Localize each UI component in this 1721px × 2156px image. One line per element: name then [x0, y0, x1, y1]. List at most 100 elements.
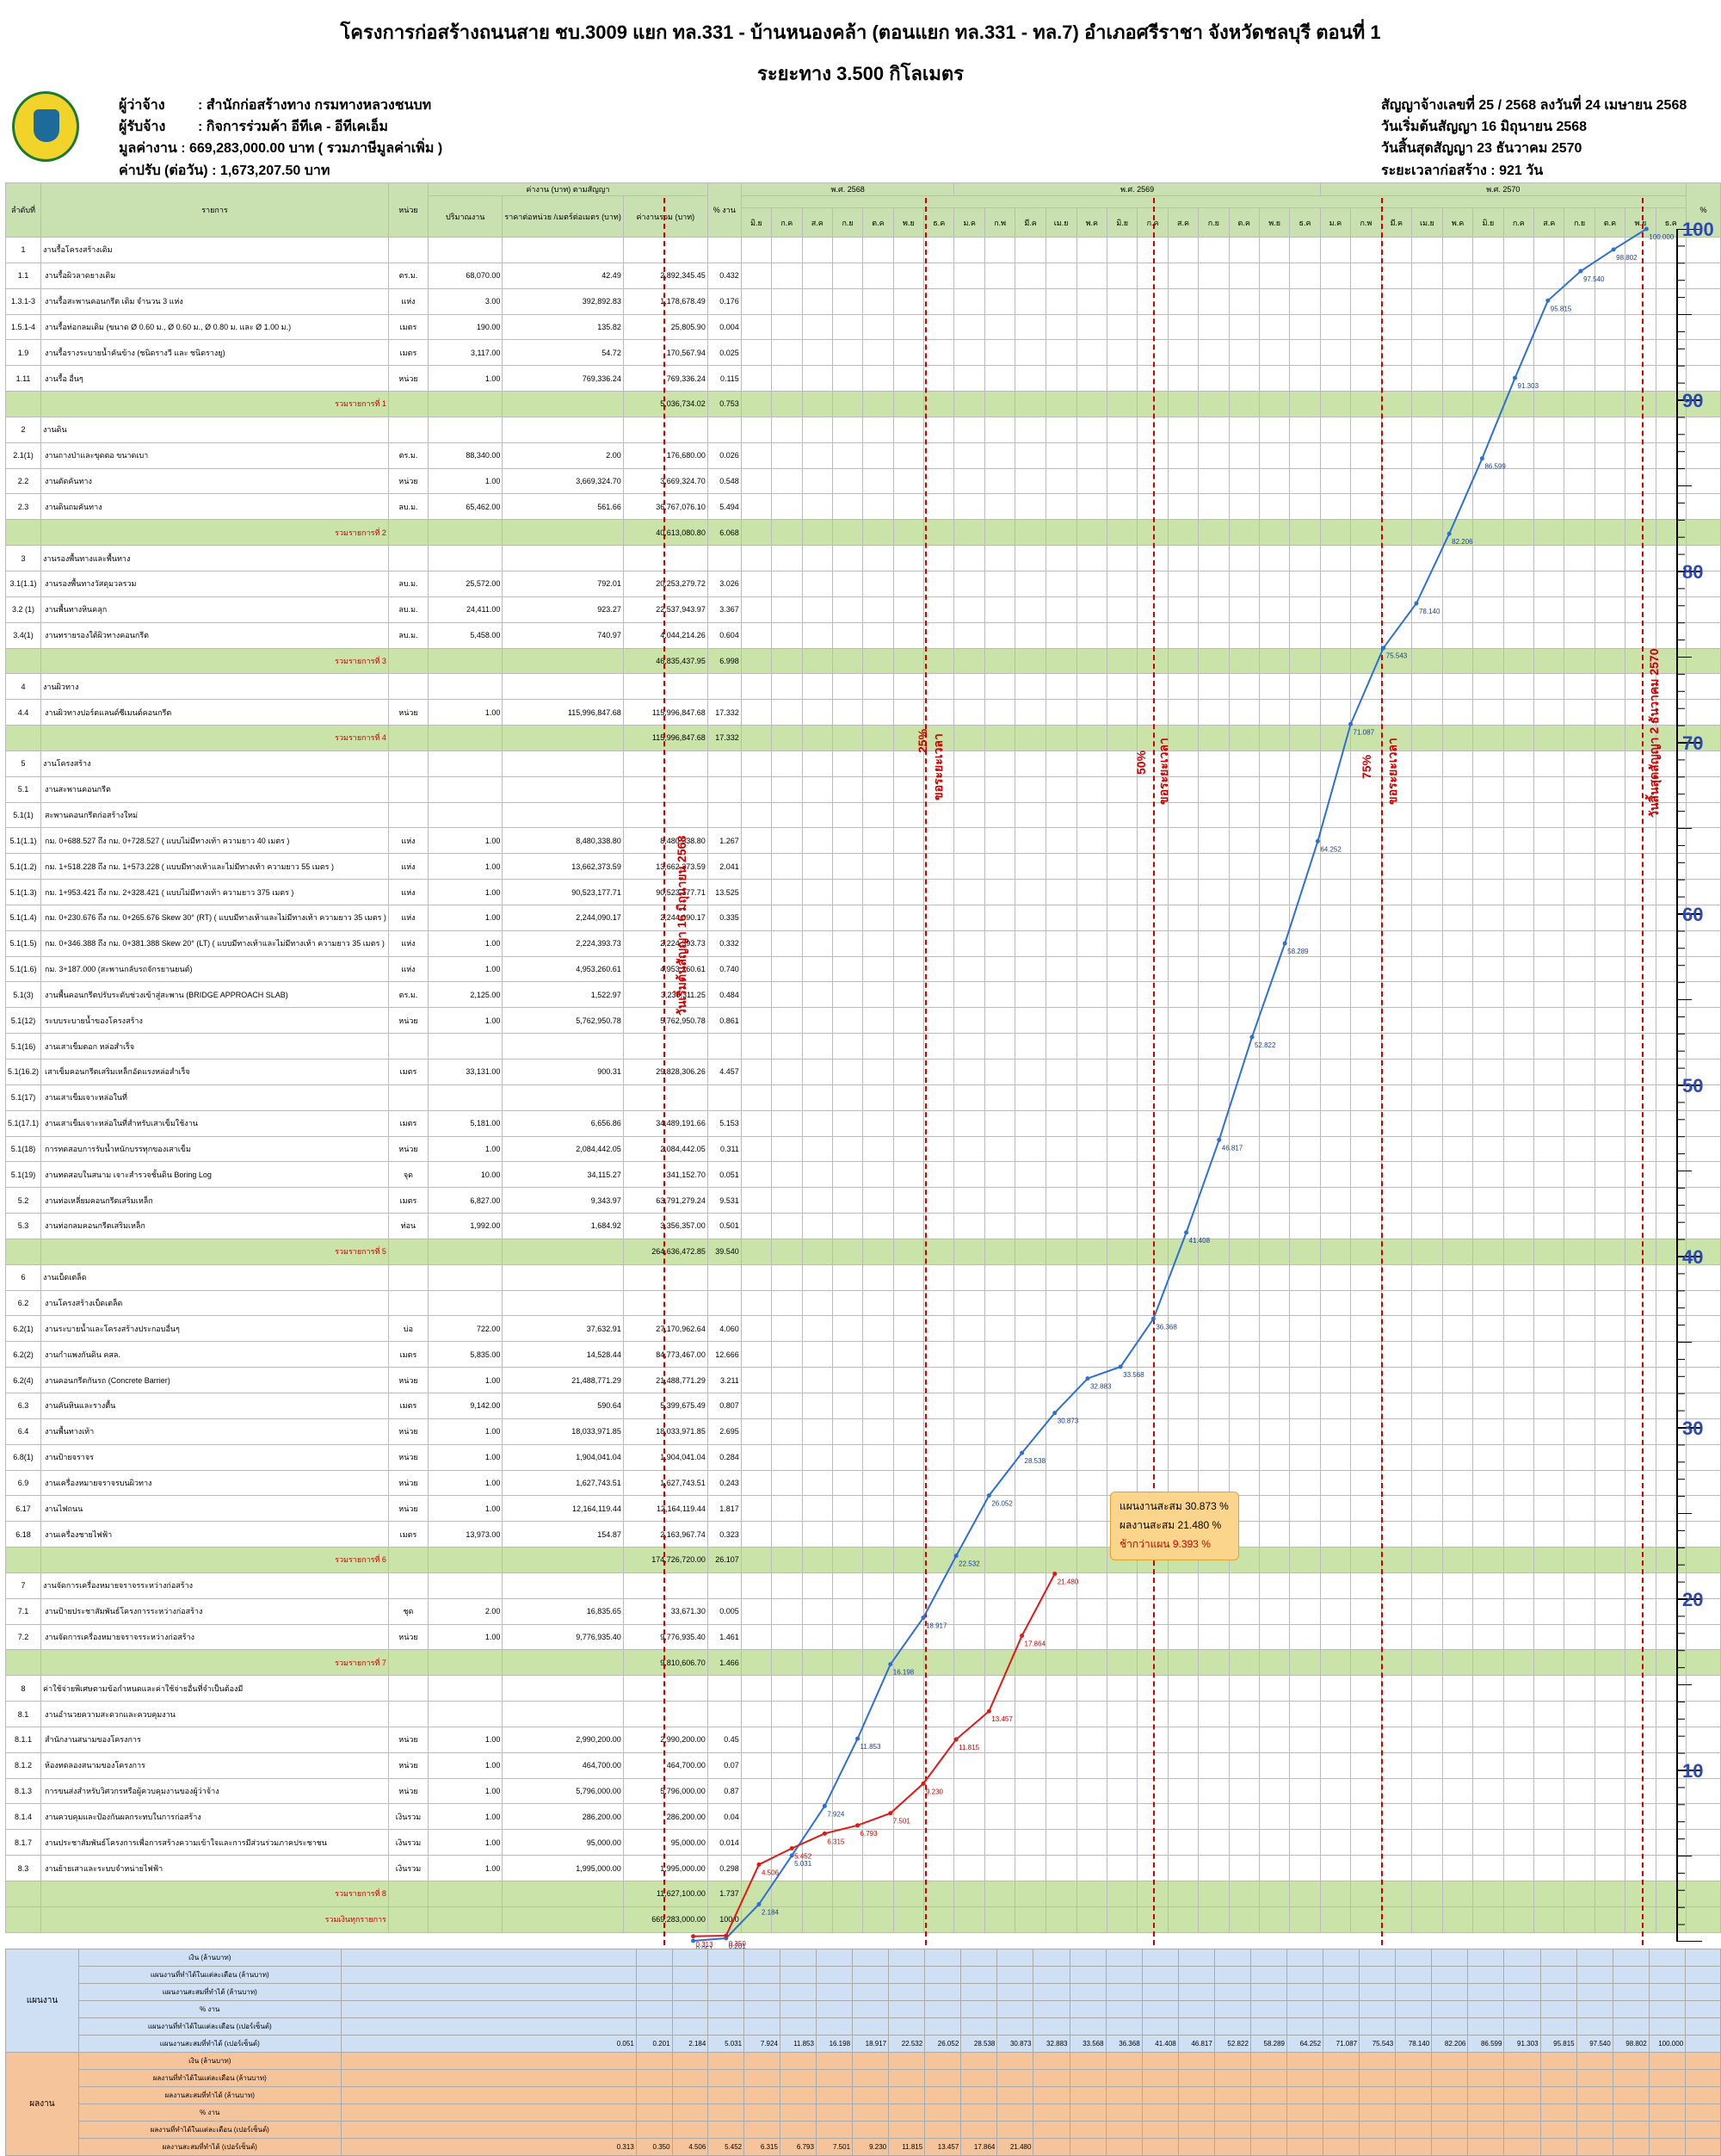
month-cell: [1380, 1059, 1413, 1085]
month-cell: [1319, 570, 1352, 597]
month-cell: [1167, 647, 1200, 675]
month-cell: [1533, 647, 1565, 675]
month-cell: [984, 750, 1016, 777]
month-cell: [1076, 879, 1108, 905]
month-header: ส.ค: [1167, 207, 1200, 238]
summary-cell: [888, 2103, 926, 2122]
month-cell: [1167, 1059, 1200, 1085]
month-cell: [1411, 1084, 1443, 1111]
summary-cell: [1467, 2017, 1505, 2036]
month-cell: [1045, 879, 1077, 905]
month-cell: [892, 725, 925, 751]
actual-curve-point: [789, 1846, 794, 1851]
month-cell: [1594, 493, 1626, 521]
month-cell: [923, 519, 955, 547]
month-cell: [1289, 1135, 1321, 1163]
plan-curve-label: 78.140: [1419, 608, 1440, 615]
summary-cell: [1576, 2086, 1613, 2104]
month-cell: [831, 365, 864, 392]
summary-cell: [340, 2000, 637, 2018]
summary-cell: [779, 2086, 817, 2104]
summary-cell: [852, 2000, 890, 2018]
row-price: 900.31: [502, 1059, 624, 1085]
month-cell: [1076, 287, 1108, 315]
month-cell: [862, 493, 894, 521]
month-cell: [1441, 287, 1474, 315]
month-cell: [1198, 570, 1230, 597]
month-cell: [1015, 955, 1046, 983]
summary-row-label: เงิน (ล้านบาท): [77, 1949, 342, 1967]
row-item: งานรื้อท่อกลมเดิม (ขนาด Ø 0.60 ม., Ø 0.6…: [40, 313, 389, 341]
summary-cell: [1323, 1983, 1360, 2001]
month-cell: [1655, 801, 1687, 829]
month-cell: [1564, 391, 1595, 417]
row-qty: [428, 725, 503, 751]
row-pct: 2.041: [706, 853, 742, 880]
month-cell: [1655, 750, 1687, 777]
month-cell: [1228, 673, 1260, 701]
summary-cell: [779, 2000, 817, 2018]
month-cell: [1228, 750, 1260, 777]
row-pct-right: [1685, 647, 1721, 675]
month-cell: [1319, 955, 1352, 983]
summary-cell: [1503, 2069, 1541, 2087]
month-cell: [1411, 647, 1443, 675]
row-unit: [387, 545, 429, 571]
summary-row-label: % งาน: [77, 2000, 342, 2018]
month-cell: [1655, 442, 1687, 469]
month-cell: [1137, 801, 1169, 829]
plan-curve-label: 30.873: [1058, 1418, 1079, 1425]
summary-cell: [1141, 1949, 1179, 1967]
month-cell: [1198, 853, 1230, 880]
actual-curve-point: [986, 1708, 991, 1714]
row-unit: แห่ง: [387, 879, 429, 905]
month-cell: [892, 442, 925, 469]
summary-cell: [815, 2017, 854, 2036]
month-cell: [1015, 493, 1046, 521]
month-cell: [1411, 930, 1443, 957]
month-cell: [1380, 1033, 1413, 1059]
month-cell: [801, 287, 833, 315]
month-cell: [1655, 262, 1687, 289]
row-qty: 1.00: [428, 827, 503, 855]
month-cell: [1258, 879, 1291, 905]
month-cell: [1472, 621, 1504, 649]
month-cell: [1350, 287, 1382, 315]
summary-row: แผนงานสะสมที่ทำได้ (เปอร์เซ็นต์) 0.051 0.2…: [6, 2035, 1721, 2053]
month-cell: [1594, 313, 1626, 341]
month-cell: [1228, 1109, 1260, 1137]
month-cell: [1564, 955, 1595, 983]
table-row: 5.1 งานสะพานคอนกรีต: [4, 775, 1721, 803]
month-header: พ.ค: [1076, 207, 1108, 238]
summary-cell: [743, 2103, 780, 2122]
month-cell: [1045, 981, 1077, 1009]
summary-cell: [1467, 2000, 1505, 2018]
month-cell: [1015, 930, 1046, 957]
summary-cell: [1503, 2138, 1541, 2156]
month-cell: [1564, 287, 1595, 315]
month-cell: [771, 570, 803, 597]
summary-cell: [1431, 1983, 1469, 2001]
month-cell: [984, 1135, 1016, 1163]
summary-cell: 6.793: [779, 2138, 817, 2156]
row-qty: 25,572.00: [428, 570, 503, 597]
month-cell: [1258, 596, 1291, 623]
summary-cell: [924, 2017, 962, 2036]
month-header: ต.ค: [1228, 207, 1260, 238]
month-cell: [892, 930, 925, 957]
month-cell: [1350, 725, 1382, 751]
month-cell: [1015, 596, 1046, 623]
month-cell: [953, 313, 985, 341]
summary-cell: [1249, 1966, 1287, 1984]
row-item: กม. 0+230.676 ถึง กม. 0+265.676 Skew 30°…: [40, 904, 389, 931]
table-row: 5.1(1.6) กม. 3+187.000 (สะพานกลับรถจักรยา…: [4, 955, 1721, 983]
summary-cell: [1539, 1983, 1577, 2001]
month-cell: [1411, 955, 1443, 983]
summary-cell: [1069, 1966, 1107, 1984]
callout-plan: แผนงานสะสม 30.873 %: [1120, 1500, 1229, 1512]
month-cell: [1107, 519, 1138, 547]
month-cell: [1198, 955, 1230, 983]
month-cell: [1594, 981, 1626, 1009]
month-cell: [1015, 1033, 1046, 1059]
callout-actual: ผลงานสะสม 21.480 %: [1120, 1519, 1222, 1531]
